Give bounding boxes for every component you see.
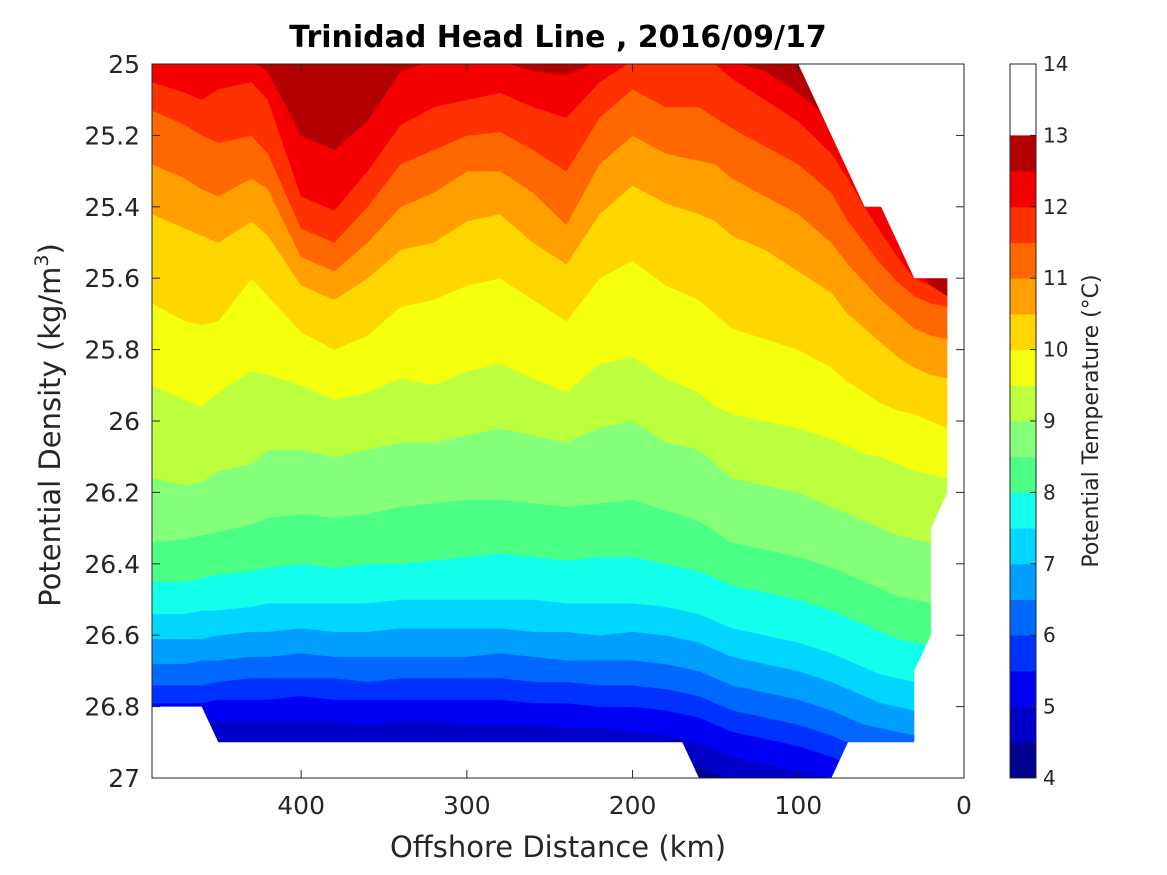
colorbar-tick-label: 9 <box>1043 409 1056 433</box>
colorbar-swatch <box>1010 670 1036 708</box>
y-axis-label: Potential Density (kg/m3) <box>31 243 67 607</box>
y-axis-label-superscript: 3 <box>31 254 53 266</box>
colorbar: 4 5 6 7 8 9 10 11 12 13 14 <box>1009 52 1068 790</box>
x-tick-label: 0 <box>956 791 972 820</box>
x-tick-label: 100 <box>774 791 822 820</box>
colorbar-swatch <box>1010 242 1036 279</box>
colorbar-tick-label: 11 <box>1043 266 1068 290</box>
colorbar-tick-label: 12 <box>1043 195 1068 219</box>
colorbar-swatch <box>1010 742 1036 779</box>
colorbar-tick-label: 7 <box>1043 552 1056 576</box>
colorbar-tick-label: 13 <box>1043 123 1068 147</box>
colorbar-swatch <box>1010 171 1036 208</box>
no-data-mask <box>152 64 964 778</box>
colorbar-swatch <box>1010 421 1036 458</box>
x-tick-label: 400 <box>277 791 325 820</box>
colorbar-swatch <box>1010 385 1036 422</box>
colorbar-swatch <box>1010 135 1036 172</box>
colorbar-label: Potential Temperature (°C) <box>1079 274 1104 567</box>
y-tick-label: 27 <box>108 764 140 793</box>
y-axis-label-close: ) <box>33 243 67 254</box>
y-tick-label: 25 <box>108 50 140 79</box>
colorbar-swatch <box>1010 313 1036 351</box>
colorbar-tick-label: 5 <box>1043 695 1056 719</box>
colorbar-tick-label: 8 <box>1043 480 1056 504</box>
colorbar-tick-label: 6 <box>1043 623 1056 647</box>
colorbar-swatch <box>1010 599 1036 636</box>
y-tick-label: 26 <box>108 407 140 436</box>
x-axis-label: Offshore Distance (km) <box>390 830 726 864</box>
colorbar-tick-label: 10 <box>1043 338 1068 362</box>
colorbar-swatch <box>1010 456 1036 493</box>
colorbar-tick-label: 14 <box>1043 52 1068 76</box>
colorbar-swatch <box>1010 635 1036 672</box>
y-tick-label: 25.4 <box>84 193 140 222</box>
colorbar-swatch <box>1010 349 1036 386</box>
y-tick-label: 25.2 <box>84 121 140 150</box>
x-tick-label: 300 <box>443 791 491 820</box>
y-tick-label: 26.2 <box>84 478 140 507</box>
contour-bands <box>152 64 964 778</box>
no-data-region <box>152 64 964 778</box>
x-tick-label: 200 <box>609 791 657 820</box>
colorbar-tick-label: 4 <box>1043 766 1056 790</box>
colorbar-swatch <box>1010 206 1036 243</box>
y-tick-label: 25.8 <box>84 336 140 365</box>
y-axis-label-main: Potential Density (kg/m <box>33 267 67 607</box>
y-tick-label: 26.4 <box>84 550 140 579</box>
y-tick-label: 26.6 <box>84 621 140 650</box>
contour-band <box>272 64 391 86</box>
colorbar-swatch <box>1010 492 1036 529</box>
colorbar-swatch <box>1010 278 1036 315</box>
contour-band <box>331 64 338 65</box>
y-axis: 25 25.2 25.4 25.6 25.8 26 26.2 26.4 26.6 26.8 27 <box>84 50 964 793</box>
x-axis: 400 300 200 100 0 <box>277 64 972 820</box>
colorbar-swatch <box>1010 563 1036 600</box>
colorbar-swatch <box>1010 706 1036 743</box>
colorbar-swatch <box>1010 528 1036 565</box>
y-tick-label: 26.8 <box>84 693 140 722</box>
y-tick-label: 25.6 <box>84 264 140 293</box>
chart-title: Trinidad Head Line , 2016/09/17 <box>289 20 826 55</box>
